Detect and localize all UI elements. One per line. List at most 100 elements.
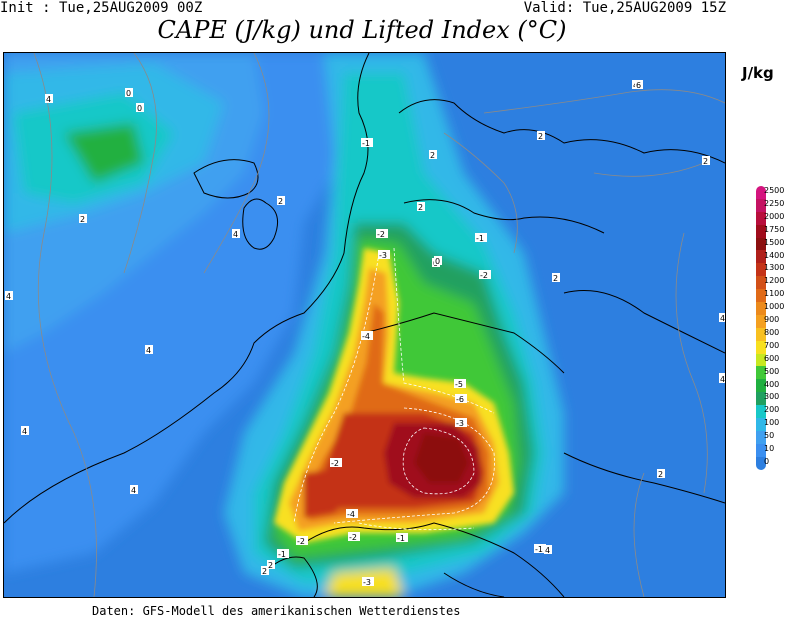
lifted-index-label: 4 — [6, 292, 11, 301]
lifted-index-label: 4 — [233, 230, 238, 239]
lifted-index-label-bg — [537, 131, 545, 140]
colorbar-tick-label: 2000 — [764, 211, 785, 221]
map-canvas: 40024244442-1-2-3-4-5-6-3-2-1-2-2-4-2-10… — [4, 53, 725, 597]
lifted-index-label-bg — [378, 250, 390, 259]
colorbar-tick-label: 400 — [764, 379, 780, 389]
colorbar-tick-label: 600 — [764, 353, 780, 363]
lifted-index-label: -5 — [455, 380, 463, 389]
lifted-index-label-bg — [348, 532, 360, 541]
lifted-index-label: -1 — [278, 550, 286, 559]
colorbar-segment — [756, 379, 766, 393]
lifted-index-label: -1 — [397, 534, 405, 543]
lifted-index-label: -1 — [535, 545, 543, 554]
lifted-index-label: 0 — [435, 257, 440, 266]
colorbar-tick-label: 0 — [764, 456, 770, 466]
init-time: Init : Tue,25AUG2009 00Z — [0, 0, 203, 16]
lifted-index-label-bg — [79, 214, 87, 223]
colorbar-tick-label: 1100 — [764, 289, 785, 299]
lifted-index-label-bg — [362, 577, 374, 586]
lifted-index-label: -1 — [362, 139, 370, 148]
colorbar-tick-label: 10 — [764, 444, 775, 453]
lifted-index-label-bg — [719, 313, 725, 322]
lifted-index-labels: 40024244442-1-2-3-4-5-6-3-2-1-2-2-4-2-10… — [5, 80, 725, 587]
lifted-index-label: 0 — [126, 89, 131, 98]
lifted-index-label-bg — [232, 229, 240, 238]
lifted-index-label-bg — [145, 345, 153, 354]
lifted-index-label-bg — [330, 458, 342, 467]
colorbar-segment — [756, 392, 766, 406]
colorbar-segment — [756, 340, 766, 354]
colorbar-segment — [756, 211, 766, 225]
lifted-index-label-bg — [361, 331, 373, 340]
colorbar-segment — [756, 353, 766, 367]
colorbar-segment — [756, 289, 766, 303]
valid-time: Valid: Tue,25AUG2009 15Z — [523, 0, 726, 16]
lifted-index-label-bg — [125, 88, 133, 97]
colorbar-tick-label: 2250 — [764, 198, 785, 208]
lifted-index-label: -2 — [297, 537, 305, 546]
lifted-index-label: -3 — [363, 578, 371, 587]
lifted-index-label: 6 — [636, 81, 641, 90]
map-title: CAPE (J/kg) und Lifted Index (°C) — [157, 16, 567, 44]
colorbar-segment — [756, 276, 766, 290]
lifted-index-label-bg — [719, 374, 725, 383]
lifted-index-label: 2 — [80, 215, 85, 224]
colorbar-tick-label: 800 — [764, 327, 780, 337]
lifted-index-label-bg — [455, 418, 467, 427]
lifted-index-label-bg — [657, 469, 665, 478]
lifted-index-positive-contours — [33, 53, 725, 597]
lifted-index-label-bg — [5, 291, 13, 300]
colorbar-segment — [756, 430, 766, 444]
lifted-index-label: 2 — [278, 197, 283, 206]
cape-core-shading — [274, 248, 514, 543]
colorbar-tick-label: 1750 — [764, 224, 785, 234]
lifted-index-label-bg — [534, 544, 546, 553]
lifted-index-label: -6 — [456, 395, 464, 404]
colorbar-segment — [756, 443, 766, 457]
lifted-index-label: 4 — [146, 346, 151, 355]
colorbar-tick-label: 1400 — [764, 250, 785, 260]
colorbar-tick-label: 1500 — [764, 237, 785, 247]
cape-lifted-index-map: 40024244442-1-2-3-4-5-6-3-2-1-2-2-4-2-10… — [3, 52, 726, 598]
colorbar-tick-label: 200 — [764, 405, 780, 415]
colorbar-segment — [756, 418, 766, 431]
colorbar-tick-label: 500 — [764, 366, 780, 376]
lifted-index-label: -4 — [347, 510, 355, 519]
lifted-index-label-bg — [702, 156, 710, 165]
colorbar-segment — [756, 302, 766, 315]
colorbar-segment — [756, 405, 766, 419]
lifted-index-label-bg — [396, 533, 408, 542]
colorbar-tick-label: 1300 — [764, 263, 785, 273]
lifted-index-label: 2 — [703, 157, 708, 166]
lifted-index-label-bg — [136, 103, 144, 112]
colorbar-segment — [756, 456, 766, 470]
colorbar-segment — [756, 327, 766, 341]
colorbar-unit: J/kg — [742, 64, 774, 82]
lifted-index-label-bg — [475, 233, 487, 242]
colorbar-segment — [756, 224, 766, 238]
lifted-index-label: 2 — [553, 274, 558, 283]
lifted-index-label-bg — [277, 196, 285, 205]
lifted-index-label: 2 — [418, 203, 423, 212]
lifted-index-label-bg — [417, 202, 425, 211]
lifted-index-label: 4 — [720, 314, 725, 323]
lifted-index-label: 4 — [22, 427, 27, 436]
colorbar-tick-label: 1200 — [764, 276, 785, 286]
lifted-index-label: 2 — [538, 132, 543, 141]
colorbar-segment — [756, 250, 766, 264]
lifted-index-label-bg — [454, 379, 466, 388]
lifted-index-label: -3 — [456, 419, 464, 428]
lifted-index-label: -4 — [362, 332, 370, 341]
lifted-index-label-bg — [45, 94, 53, 103]
colorbar-tick-label: 300 — [764, 392, 780, 402]
lifted-index-label: -3 — [379, 251, 387, 260]
colorbar-tick-label: 50 — [764, 431, 775, 441]
lifted-index-label-bg — [267, 560, 275, 569]
lifted-index-label-bg — [376, 229, 388, 238]
lifted-index-label: 4 — [545, 546, 550, 555]
colorbar-tick-label: 2500 — [764, 186, 785, 195]
lifted-index-label: 2 — [268, 561, 273, 570]
colorbar-segment — [756, 366, 766, 380]
lifted-index-label: -2 — [377, 230, 385, 239]
lifted-index-label: 2 — [430, 151, 435, 160]
